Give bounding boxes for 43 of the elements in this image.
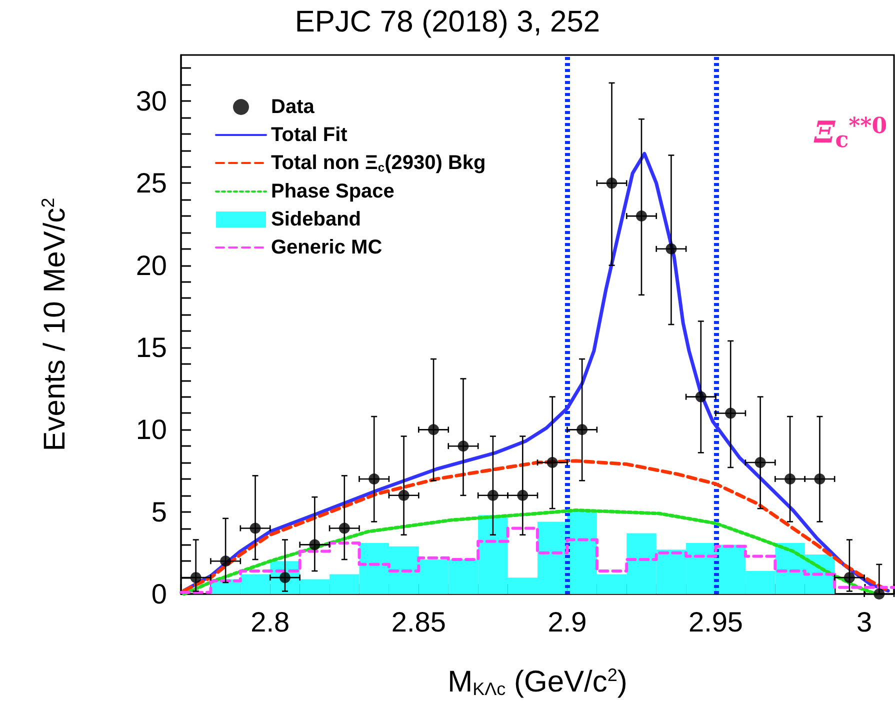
point	[368, 473, 380, 484]
point	[636, 210, 647, 222]
point	[784, 473, 796, 484]
line-series	[182, 459, 890, 592]
point	[517, 490, 528, 501]
x-tick-label: 2.8	[250, 606, 290, 638]
point	[250, 522, 261, 534]
legend-label: Phase Space	[271, 180, 394, 202]
legend-label: Sideband	[271, 208, 362, 230]
point	[754, 457, 766, 468]
point	[458, 440, 469, 452]
point	[190, 572, 202, 584]
y-tick-label: 5	[151, 496, 167, 528]
point	[398, 490, 410, 501]
point	[309, 539, 320, 550]
y-tick-label: 10	[136, 414, 167, 446]
y-tick-label: 20	[136, 250, 167, 281]
point	[725, 408, 736, 419]
point	[695, 391, 706, 402]
point	[874, 588, 885, 600]
point	[546, 457, 558, 468]
y-tick-label: 25	[136, 168, 167, 199]
y-tick-label: 15	[136, 332, 167, 364]
y-tick-label: 30	[136, 86, 167, 117]
point	[576, 424, 588, 436]
x-tick-label: 2.95	[688, 606, 743, 638]
x-tick-label: 3	[856, 606, 872, 638]
point	[220, 556, 232, 567]
point	[606, 178, 618, 189]
legend-label: Total Fit	[271, 124, 348, 146]
chart-title: EPJC 78 (2018) 3, 252	[294, 6, 600, 38]
point	[338, 522, 350, 534]
point	[814, 473, 826, 484]
point	[844, 572, 855, 584]
point	[487, 490, 498, 501]
x-tick-label: 2.9	[548, 606, 587, 638]
legend-label: Generic MC	[271, 236, 382, 258]
point	[428, 424, 440, 436]
y-axis-title: Events / 10 MeV/c2	[38, 198, 72, 452]
x-tick-label: 2.85	[391, 606, 446, 638]
legend-label: Data	[271, 96, 316, 118]
y-tick-label: 0	[151, 578, 167, 610]
point	[666, 243, 677, 254]
